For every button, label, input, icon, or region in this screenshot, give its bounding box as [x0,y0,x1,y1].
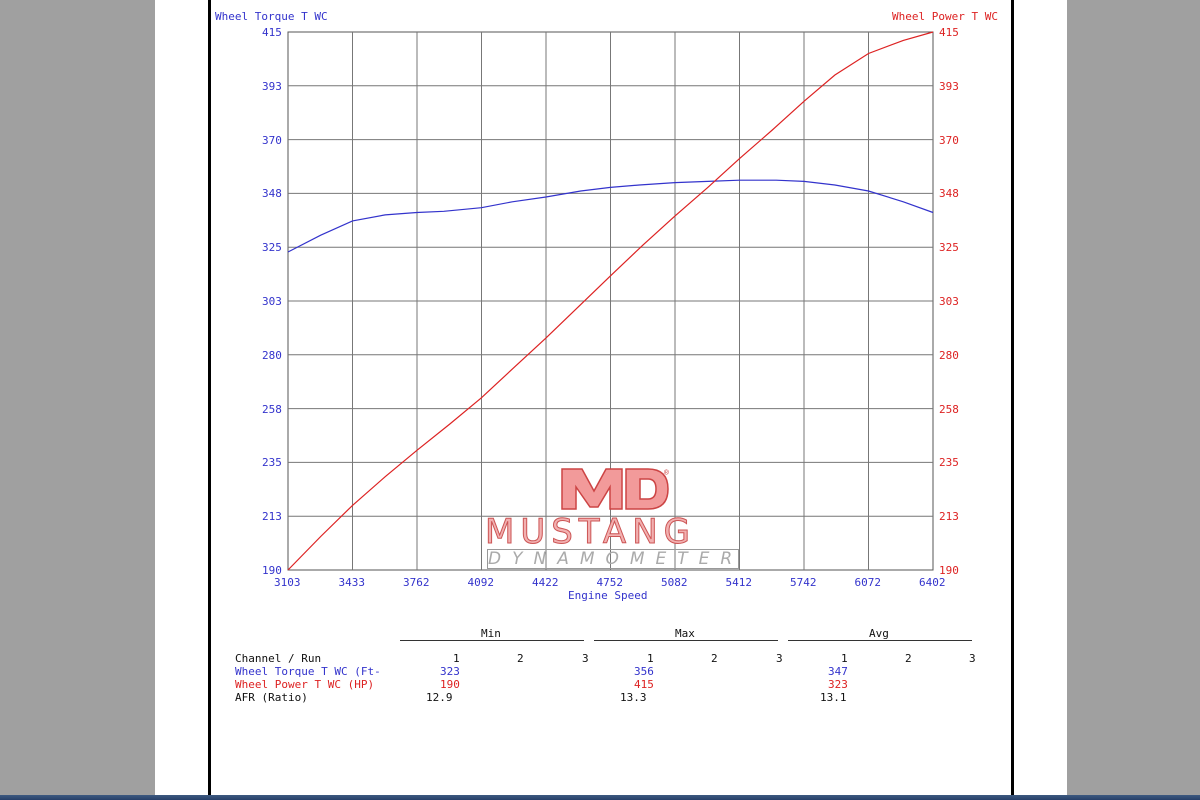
y-tick-label-left: 348 [262,187,282,201]
x-tick-label: 4752 [596,576,624,589]
row-torque-max: 356 [634,665,654,678]
y-tick-label-left: 303 [262,295,282,308]
row-power-max: 415 [634,678,654,691]
y-tick-label-left: 370 [262,133,282,147]
y-tick-label-left: 393 [262,79,282,93]
y-tick-label-left: 280 [262,348,282,362]
row-torque-min: 323 [440,665,460,678]
row-afr-label: AFR (Ratio) [235,691,308,704]
y-tick-label-left: 325 [262,241,282,255]
x-axis-title: Engine Speed [568,589,648,602]
logo-subtitle: DYNAMOMETER [487,549,744,569]
y-tick-label-right: 325 [939,241,959,255]
run-max-2: 2 [711,652,718,665]
row-power-label: Wheel Power T WC (HP) [235,678,375,691]
group-header-avg: Avg [869,627,889,640]
run-avg-1: 1 [841,652,848,665]
group-rule-min [400,640,584,641]
y-tick-label-right: 190 [939,564,959,577]
mustang-dyno-logo-mark [561,468,669,510]
run-min-3: 3 [582,652,589,665]
row-power-min: 190 [440,678,460,691]
group-rule-max [594,640,778,641]
row-afr-max: 13.3 [620,691,647,704]
group-rule-avg [788,640,972,641]
y-tick-label-right: 348 [939,187,959,201]
x-tick-label: 6402 [919,576,946,589]
y-tick-label-left: 235 [262,456,282,470]
x-tick-label: 3433 [338,576,366,589]
run-max-1: 1 [647,652,654,665]
y-tick-label-right: 393 [939,79,959,93]
y-tick-label-left: 258 [262,402,282,416]
row-power-avg: 323 [828,678,848,691]
x-tick-label: 3103 [274,576,301,589]
y-tick-label-right: 303 [939,295,959,308]
run-avg-2: 2 [905,652,912,665]
row-torque-avg: 347 [828,665,848,678]
power-line [287,31,934,571]
x-tick-label: 5412 [725,576,753,589]
run-min-1: 1 [453,652,460,665]
x-tick-label: 5742 [790,576,817,589]
run-max-3: 3 [776,652,783,665]
x-tick-label: 5082 [661,576,688,589]
y-tick-label-right: 280 [939,348,959,362]
y-tick-label-right: 213 [939,510,959,524]
y-tick-label-left: 415 [262,26,282,39]
x-tick-label: 4092 [467,576,495,589]
y-tick-label-right: 415 [939,26,959,39]
y-tick-label-right: 235 [939,456,959,470]
x-tick-label: 3762 [403,576,430,589]
run-avg-3: 3 [969,652,976,665]
group-header-min: Min [481,627,501,640]
row-afr-min: 12.9 [426,691,453,704]
torque-line [287,179,934,253]
run-min-2: 2 [517,652,524,665]
group-header-max: Max [675,627,695,640]
logo-wordmark: MUSTANG [485,512,696,553]
y-tick-label-right: 370 [939,133,959,147]
left-axis-title: Wheel Torque T WC [215,10,328,23]
right-axis-title: Wheel Power T WC [892,10,998,23]
row-torque-label: Wheel Torque T WC (Ft- [235,665,381,678]
registered-mark: ® [664,468,669,477]
report-frame [208,0,1014,800]
x-tick-label: 4422 [532,576,559,589]
x-tick-label: 6072 [854,576,882,589]
channel-run-header: Channel / Run [235,652,322,665]
taskbar [0,795,1200,800]
y-tick-label-right: 258 [939,402,959,416]
y-tick-label-left: 190 [262,564,282,577]
y-tick-label-left: 213 [262,510,282,524]
row-afr-avg: 13.1 [820,691,847,704]
